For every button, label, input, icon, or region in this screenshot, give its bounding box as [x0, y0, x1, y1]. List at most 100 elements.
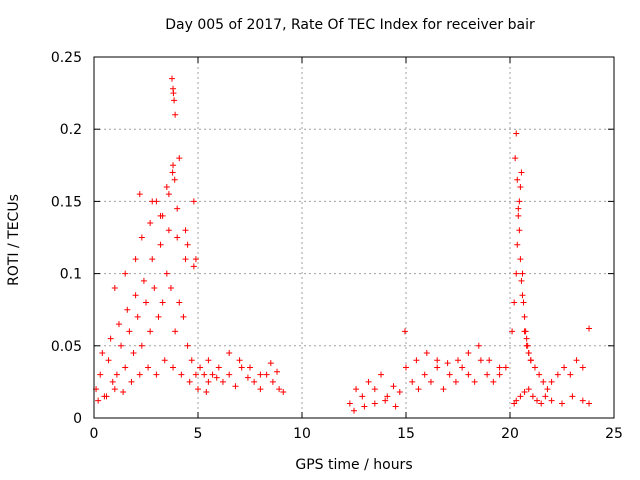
data-point [371, 386, 378, 393]
data-point [413, 357, 420, 364]
data-point [236, 357, 243, 364]
data-point [518, 277, 525, 284]
data-point [486, 357, 493, 364]
data-point [184, 342, 191, 349]
data-point [107, 335, 114, 342]
data-point [145, 364, 152, 371]
data-point [147, 328, 154, 335]
data-point [213, 374, 220, 381]
data-point [525, 386, 532, 393]
data-point [446, 371, 453, 378]
data-point [126, 328, 133, 335]
data-point [232, 383, 239, 390]
data-point [515, 205, 522, 212]
data-point [134, 313, 141, 320]
data-point [502, 364, 509, 371]
data-point [269, 378, 276, 385]
data-point [190, 198, 197, 205]
data-point [496, 364, 503, 371]
y-tick-label: 0.15 [51, 194, 82, 210]
data-point [138, 342, 145, 349]
data-point [515, 212, 522, 219]
data-point [455, 357, 461, 364]
data-point [176, 299, 183, 306]
data-point [567, 371, 574, 378]
data-point [521, 313, 528, 320]
data-point [351, 407, 357, 414]
data-point [521, 389, 528, 396]
data-point [184, 241, 191, 248]
data-point [163, 183, 170, 190]
data-point [197, 364, 204, 371]
data-point [169, 75, 175, 82]
data-point [167, 285, 174, 292]
data-point [371, 400, 378, 407]
data-point [579, 364, 586, 371]
data-point [215, 364, 222, 371]
data-point [118, 342, 125, 349]
y-tick-label: 0 [73, 411, 82, 427]
data-point [165, 191, 172, 198]
data-point [151, 285, 158, 292]
x-tick-label: 20 [501, 426, 519, 442]
data-point [421, 371, 428, 378]
data-point [534, 397, 541, 404]
y-tick-label: 0.1 [60, 267, 82, 283]
data-point [203, 389, 210, 396]
data-point [182, 256, 189, 263]
data-point [390, 383, 397, 390]
data-point [209, 371, 216, 378]
data-point [586, 325, 593, 332]
data-point [170, 90, 177, 97]
data-point [548, 397, 555, 404]
data-point [155, 313, 162, 320]
data-point [174, 205, 181, 212]
data-point [396, 389, 403, 396]
data-point [176, 155, 183, 162]
data-point [378, 371, 385, 378]
x-tick-label: 25 [605, 426, 623, 442]
data-point [346, 400, 353, 407]
data-point [516, 227, 523, 234]
data-point [401, 328, 408, 335]
data-point [353, 386, 360, 393]
data-point [157, 241, 164, 248]
data-point [172, 111, 179, 118]
data-point [513, 130, 520, 137]
data-point [361, 403, 368, 410]
data-point [136, 191, 143, 198]
data-point [384, 393, 391, 400]
data-point [519, 270, 526, 277]
data-point [540, 378, 547, 385]
data-point [263, 371, 270, 378]
data-point [192, 256, 199, 263]
data-point [103, 393, 110, 400]
data-point [159, 299, 166, 306]
data-point [459, 364, 466, 371]
data-point [111, 386, 118, 393]
data-point [170, 364, 177, 371]
x-tick-label: 15 [397, 426, 415, 442]
data-point [153, 371, 160, 378]
data-point [136, 371, 143, 378]
data-point [174, 234, 181, 241]
data-point [276, 386, 283, 393]
data-point [509, 328, 516, 335]
data-point [434, 364, 441, 371]
data-point [186, 378, 193, 385]
data-point [477, 357, 484, 364]
data-point [440, 386, 447, 393]
data-point [465, 371, 472, 378]
data-point [520, 299, 527, 306]
data-point [130, 350, 137, 357]
data-point [95, 397, 102, 404]
data-point [226, 371, 233, 378]
data-point [559, 400, 565, 407]
data-point [257, 386, 264, 393]
data-point [169, 169, 176, 176]
y-tick-label: 0.25 [51, 50, 82, 66]
data-point [124, 306, 131, 313]
x-tick-label: 10 [293, 426, 311, 442]
data-point [244, 374, 251, 381]
data-point [569, 393, 576, 400]
